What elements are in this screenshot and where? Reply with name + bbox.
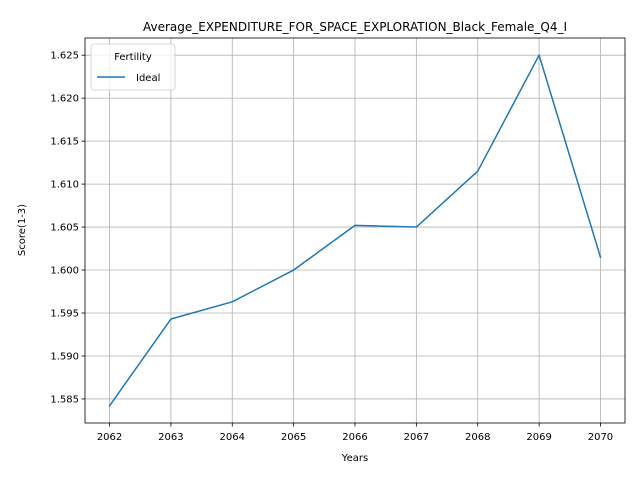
y-tick-label: 1.625 xyxy=(50,51,79,62)
grid xyxy=(85,38,625,423)
y-tick-label: 1.610 xyxy=(50,180,79,191)
y-tick-label: 1.590 xyxy=(50,351,79,362)
x-tick-label: 2069 xyxy=(526,432,551,443)
y-tick-label: 1.595 xyxy=(50,309,79,320)
y-tick-label: 1.585 xyxy=(50,394,79,405)
legend: Fertility Ideal xyxy=(90,43,176,91)
x-axis: 2062 2063 2064 2065 2066 2067 2068 2069 2070 xyxy=(97,423,613,443)
x-tick-label: 2064 xyxy=(220,432,245,443)
legend-entry-ideal: Ideal xyxy=(136,73,160,84)
x-tick-label: 2068 xyxy=(465,432,490,443)
x-tick-label: 2067 xyxy=(404,432,429,443)
y-axis-label: Score(1-3) xyxy=(17,204,28,256)
legend-box xyxy=(90,43,176,91)
chart-title: Average_EXPENDITURE_FOR_SPACE_EXPLORATIO… xyxy=(143,20,567,34)
x-tick-label: 2062 xyxy=(97,432,122,443)
y-tick-label: 1.620 xyxy=(50,94,79,105)
x-tick-label: 2070 xyxy=(588,432,613,443)
x-tick-label: 2066 xyxy=(342,432,367,443)
y-tick-label: 1.605 xyxy=(50,223,79,234)
y-tick-label: 1.600 xyxy=(50,266,79,277)
x-axis-label: Years xyxy=(341,453,368,464)
y-tick-label: 1.615 xyxy=(50,137,79,148)
x-tick-label: 2063 xyxy=(158,432,183,443)
y-axis: 1.585 1.590 1.595 1.600 1.605 1.610 1.615 1.620… xyxy=(50,51,85,405)
x-tick-label: 2065 xyxy=(281,432,306,443)
legend-title: Fertility xyxy=(114,52,152,63)
series-layer xyxy=(108,54,602,407)
